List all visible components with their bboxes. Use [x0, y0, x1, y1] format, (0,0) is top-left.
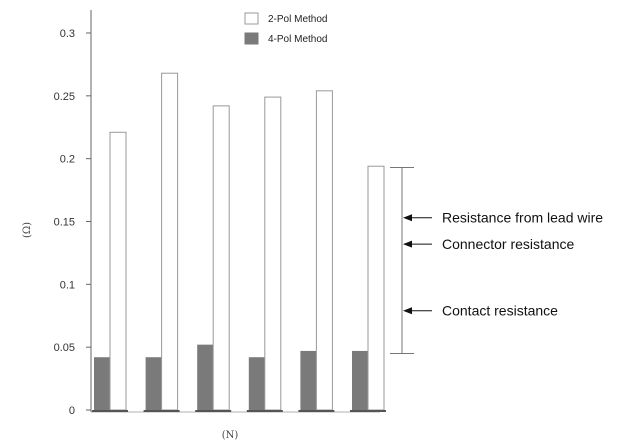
legend-label: 4-Pol Method	[268, 34, 327, 45]
bar-4-pol	[94, 357, 110, 410]
bar-2-pol	[264, 96, 282, 411]
annotation-arrowhead	[403, 240, 412, 248]
annotation-arrowhead	[403, 307, 412, 315]
bar-2-pol	[315, 90, 333, 411]
bar-4-pol	[300, 350, 317, 410]
bar-2-pol	[109, 131, 127, 411]
y-tick-label: 0.15	[54, 217, 75, 229]
y-tick-label: 0.2	[60, 154, 75, 166]
annotation-arrowhead	[403, 214, 412, 222]
legend-swatch	[244, 12, 259, 25]
legend-label: 2-Pol Method	[268, 14, 327, 25]
bar-4-pol	[352, 350, 368, 410]
bar-4-pol	[248, 357, 265, 410]
bar-2-pol	[161, 72, 179, 411]
bar-4-pol	[197, 344, 214, 410]
bar-2-pol	[367, 165, 385, 411]
y-tick-label: 0.1	[60, 279, 75, 291]
bar-4-pol	[145, 357, 162, 410]
y-tick-label: 0.25	[54, 91, 75, 103]
y-tick-label: 0.3	[60, 28, 75, 40]
legend: 2-Pol Method 4-Pol Method	[244, 12, 327, 45]
y-tick-label: 0.05	[54, 342, 75, 354]
bar-2-pol	[212, 105, 230, 411]
annotation-label: Resistance from lead wire	[442, 210, 603, 226]
x-axis-label: (N)	[222, 430, 239, 441]
y-axis-label: (Ω)	[22, 222, 33, 238]
bars	[92, 72, 386, 412]
resistance-bracket	[390, 166, 414, 354]
y-tick-labels: 0 0.05 0.1 0.15 0.2 0.25 0.3	[54, 28, 75, 417]
y-axis	[86, 10, 380, 413]
legend-swatch	[244, 32, 259, 45]
annotation-label: Connector resistance	[442, 236, 575, 252]
annotations: Resistance from lead wire Connector resis…	[403, 210, 603, 319]
annotation-label: Contact resistance	[442, 303, 558, 319]
y-tick-label: 0	[69, 405, 75, 417]
